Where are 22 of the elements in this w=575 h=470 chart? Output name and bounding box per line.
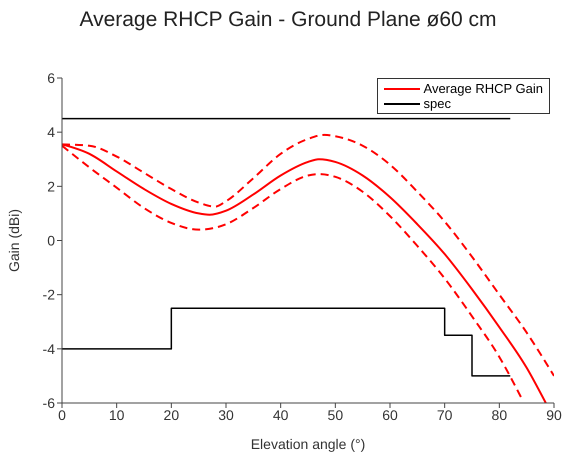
x-tick-label: 10 — [108, 406, 125, 423]
x-tick-label: 0 — [58, 406, 66, 423]
x-axis-title: Elevation angle (°) — [250, 436, 366, 452]
y-tick-label: 4 — [47, 124, 56, 140]
x-tick-label: 50 — [328, 406, 344, 423]
legend-label: Average RHCP Gain — [424, 81, 543, 96]
y-tick-label: 0 — [47, 232, 56, 248]
x-tick-label: 40 — [272, 406, 289, 423]
legend-label: spec — [424, 96, 451, 111]
x-tick-label: 60 — [382, 406, 398, 423]
y-tick-label: 2 — [47, 178, 56, 194]
y-tick-label: -2 — [42, 286, 56, 303]
x-tick-label: 20 — [164, 406, 180, 423]
y-tick-label: 6 — [47, 70, 56, 86]
x-tick-label: 30 — [218, 406, 234, 423]
y-tick-label: -6 — [42, 394, 56, 411]
y-tick-label: -4 — [42, 340, 56, 357]
chart-title: Average RHCP Gain - Ground Plane ø60 cm — [78, 8, 498, 33]
x-tick-label: 70 — [436, 406, 453, 423]
x-tick-label: 80 — [492, 406, 508, 423]
x-tick-label: 90 — [546, 406, 562, 423]
y-axis-title: Gain (dBi) — [6, 208, 22, 272]
